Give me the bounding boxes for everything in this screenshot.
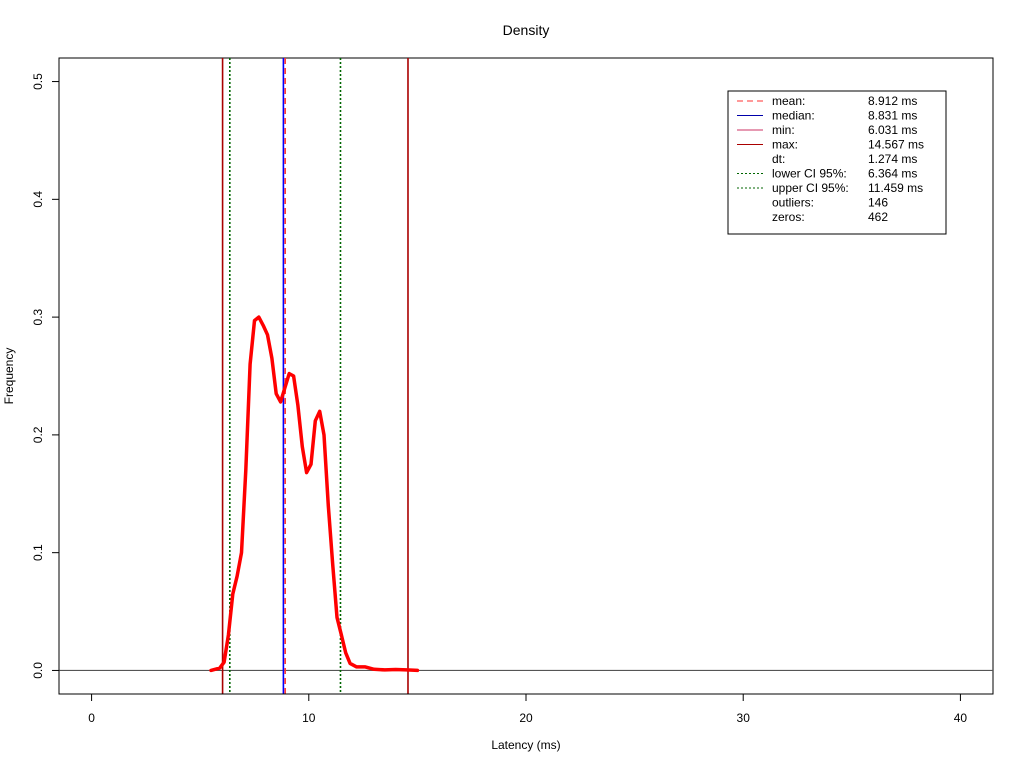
- legend-value: 11.459 ms: [868, 181, 923, 195]
- legend-label: lower CI 95%:: [772, 167, 847, 181]
- chart-title: Density: [503, 22, 550, 38]
- y-tick-label: 0.3: [31, 308, 45, 325]
- density-curve: [209, 315, 420, 673]
- y-tick-label: 0.5: [31, 73, 45, 90]
- legend-box: [727, 90, 947, 235]
- legend-label: max:: [772, 138, 798, 152]
- legend-label: upper CI 95%:: [772, 181, 849, 195]
- x-tick-label: 0: [88, 711, 95, 725]
- legend-value: 6.031 ms: [868, 123, 917, 137]
- legend-label: zeros:: [772, 210, 805, 224]
- legend-label: dt:: [772, 152, 785, 166]
- legend: mean: 8.912 ms median: 8.831 ms min: 6.031 ms…: [727, 90, 947, 235]
- legend-value: 1.274 ms: [868, 152, 917, 166]
- x-tick-label: 30: [737, 711, 751, 725]
- y-axis-label: Frequency: [2, 348, 16, 405]
- legend-label: min:: [772, 123, 795, 137]
- y-tick-label: 0.2: [31, 426, 45, 443]
- x-tick-label: 40: [954, 711, 968, 725]
- legend-label: median:: [772, 109, 815, 123]
- x-axis: 0 10 20 30 40: [88, 693, 968, 725]
- x-tick-label: 20: [519, 711, 533, 725]
- legend-value: 8.831 ms: [868, 109, 917, 123]
- legend-value: 6.364 ms: [868, 167, 917, 181]
- y-tick-label: 0.1: [31, 544, 45, 561]
- legend-value: 8.912 ms: [868, 94, 917, 108]
- legend-value: 14.567 ms: [868, 138, 924, 152]
- legend-label: outliers:: [772, 196, 814, 210]
- legend-value: 462: [868, 210, 888, 224]
- y-tick-label: 0.4: [31, 191, 45, 208]
- y-tick-label: 0.0: [31, 662, 45, 679]
- x-tick-label: 10: [302, 711, 316, 725]
- legend-label: mean:: [772, 94, 805, 108]
- x-axis-label: Latency (ms): [491, 738, 560, 752]
- y-axis: 0.0 0.1 0.2 0.3 0.4 0.5: [31, 73, 60, 679]
- legend-value: 146: [868, 196, 888, 210]
